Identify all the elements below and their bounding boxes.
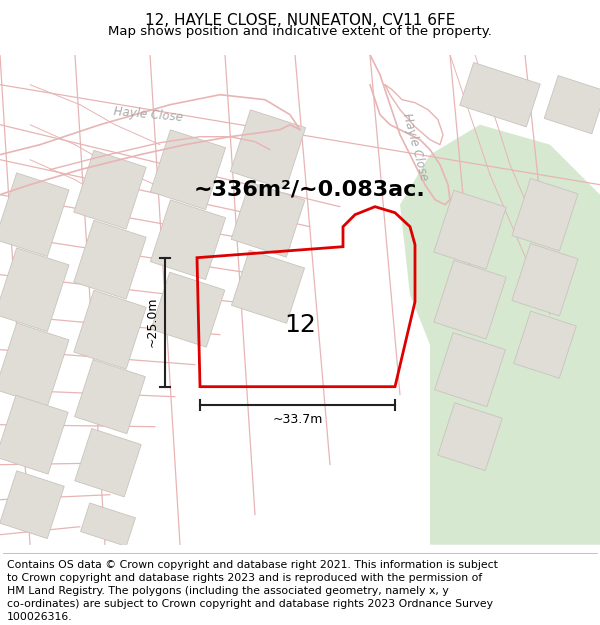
Polygon shape [514, 311, 577, 378]
Polygon shape [151, 130, 226, 209]
Text: Hayle Close: Hayle Close [113, 105, 183, 124]
Polygon shape [434, 332, 505, 407]
Polygon shape [230, 110, 305, 189]
Polygon shape [80, 503, 136, 546]
Polygon shape [75, 429, 141, 497]
Polygon shape [151, 200, 226, 279]
Text: 100026316.: 100026316. [7, 612, 73, 622]
Polygon shape [74, 359, 145, 434]
Text: 12, HAYLE CLOSE, NUNEATON, CV11 6FE: 12, HAYLE CLOSE, NUNEATON, CV11 6FE [145, 14, 455, 29]
Polygon shape [74, 150, 146, 229]
Polygon shape [0, 323, 69, 406]
Polygon shape [438, 402, 502, 471]
Text: Hayle Close: Hayle Close [400, 111, 430, 182]
Polygon shape [0, 395, 68, 474]
Polygon shape [512, 178, 578, 251]
Polygon shape [434, 190, 506, 269]
Text: HM Land Registry. The polygons (including the associated geometry, namely x, y: HM Land Registry. The polygons (includin… [7, 586, 449, 596]
Polygon shape [434, 260, 506, 339]
Text: ~33.7m: ~33.7m [272, 412, 323, 426]
Text: ~25.0m: ~25.0m [146, 297, 159, 348]
Polygon shape [74, 220, 146, 299]
Polygon shape [151, 272, 225, 347]
Polygon shape [0, 471, 64, 539]
Polygon shape [400, 124, 600, 544]
Text: ~336m²/~0.083ac.: ~336m²/~0.083ac. [194, 179, 426, 199]
Polygon shape [544, 76, 600, 134]
Text: 12: 12 [284, 312, 316, 337]
Text: co-ordinates) are subject to Crown copyright and database rights 2023 Ordnance S: co-ordinates) are subject to Crown copyr… [7, 599, 493, 609]
Polygon shape [460, 62, 540, 127]
Polygon shape [512, 243, 578, 316]
Text: to Crown copyright and database rights 2023 and is reproduced with the permissio: to Crown copyright and database rights 2… [7, 573, 482, 583]
Polygon shape [74, 290, 146, 369]
Polygon shape [0, 248, 69, 331]
Polygon shape [231, 182, 305, 257]
Text: Map shows position and indicative extent of the property.: Map shows position and indicative extent… [108, 24, 492, 38]
Polygon shape [232, 250, 305, 323]
Polygon shape [0, 173, 69, 256]
Text: Contains OS data © Crown copyright and database right 2021. This information is : Contains OS data © Crown copyright and d… [7, 560, 498, 570]
